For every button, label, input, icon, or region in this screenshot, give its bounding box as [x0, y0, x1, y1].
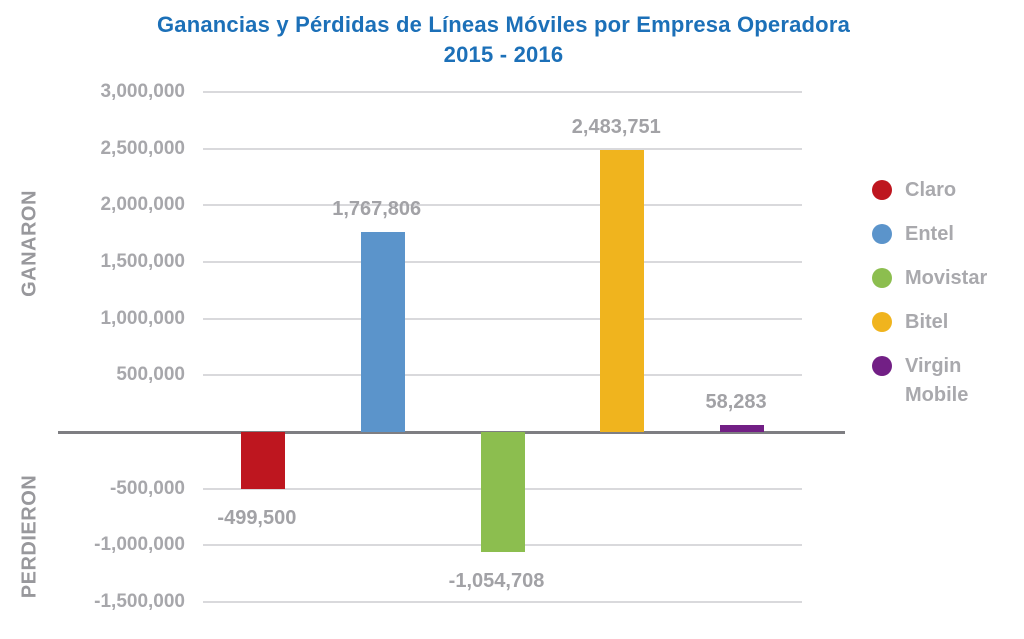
legend-item-bitel: Bitel — [872, 308, 1022, 337]
y-tick-label: 2,000,000 — [100, 194, 185, 216]
chart-title-line1: Ganancias y Pérdidas de Líneas Móviles p… — [156, 12, 851, 37]
axis-group-label-ganaron: GANARON — [18, 190, 41, 297]
legend-swatch-virgin-mobile — [872, 356, 892, 376]
y-tick-label: -1,500,000 — [94, 591, 185, 612]
y-tick-label: 1,000,000 — [100, 307, 185, 329]
data-label-entel: 1,767,806 — [332, 197, 422, 220]
chart-title-line2: 2015 - 2016 — [443, 42, 564, 67]
legend: Claro Entel Movistar Bitel Virgin Mobile — [872, 176, 1022, 425]
y-tick-label: 500,000 — [116, 364, 185, 386]
data-label-movistar: -1,054,708 — [448, 569, 545, 592]
y-tick-label: 1,500,000 — [100, 250, 185, 272]
zero-axis-line — [58, 430, 845, 434]
gridline — [203, 204, 802, 207]
gridline — [203, 317, 802, 320]
gridline — [203, 260, 802, 263]
legend-swatch-bitel — [872, 312, 892, 332]
legend-swatch-claro — [872, 180, 892, 200]
y-tick-label: -500,000 — [109, 477, 185, 499]
legend-swatch-movistar — [872, 268, 892, 288]
gridline — [203, 601, 802, 603]
bar-bitel — [600, 150, 645, 432]
gridline — [203, 147, 802, 150]
legend-item-virgin-mobile: Virgin Mobile — [872, 352, 1022, 410]
gridline — [203, 374, 802, 377]
y-tick-label: -1,000,000 — [94, 534, 185, 556]
chart-title: Ganancias y Pérdidas de Líneas Móviles p… — [0, 10, 1007, 70]
legend-swatch-entel — [872, 224, 892, 244]
legend-label-entel: Entel — [905, 223, 954, 245]
data-label-virgin-mobile: 58,283 — [705, 391, 767, 414]
bar-entel — [360, 231, 405, 432]
bar-virgin-mobile — [720, 425, 765, 432]
legend-label-claro: Claro — [905, 179, 957, 201]
data-label-bitel: 2,483,751 — [571, 116, 661, 139]
y-tick-label: 2,500,000 — [100, 137, 185, 159]
legend-item-claro: Claro — [872, 176, 1022, 205]
legend-label-virgin-mobile: Virgin Mobile — [905, 355, 969, 406]
axis-group-label-perdieron: PERDIERON — [18, 474, 41, 599]
legend-item-movistar: Movistar — [872, 264, 1022, 293]
bar-movistar — [480, 432, 525, 552]
legend-label-bitel: Bitel — [905, 311, 949, 333]
data-label-claro: -499,500 — [217, 506, 297, 529]
legend-item-entel: Entel — [872, 220, 1022, 249]
gridline — [203, 90, 802, 93]
bar-claro — [240, 432, 285, 489]
y-tick-label: 3,000,000 — [100, 80, 185, 102]
legend-label-movistar: Movistar — [905, 267, 988, 289]
